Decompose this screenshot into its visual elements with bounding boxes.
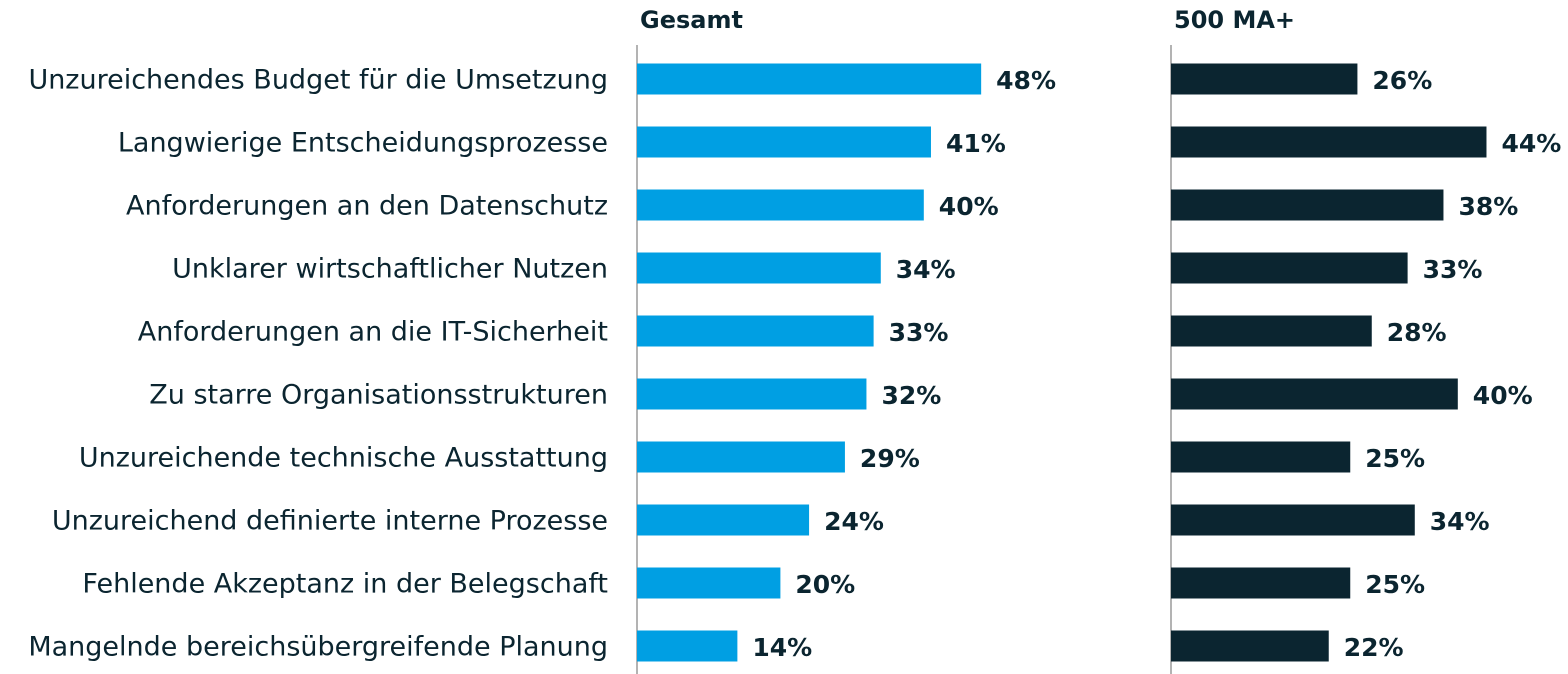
value-label: 29% xyxy=(860,444,920,473)
bar xyxy=(637,315,874,347)
bar xyxy=(637,567,781,599)
category-label: Langwierige Entscheidungsprozesse xyxy=(118,128,608,159)
bar xyxy=(1171,315,1372,347)
bar xyxy=(637,63,982,95)
value-label: 33% xyxy=(889,318,949,347)
category-label: Unklarer wirtschaftlicher Nutzen xyxy=(172,254,608,285)
bar xyxy=(637,252,881,284)
value-label: 48% xyxy=(996,66,1056,95)
bar xyxy=(637,504,810,536)
bar xyxy=(1171,252,1408,284)
value-label: 38% xyxy=(1458,192,1518,221)
value-label: 26% xyxy=(1372,66,1432,95)
bar xyxy=(1171,441,1351,473)
category-label: Mangelnde bereichsübergreifende Planung xyxy=(28,632,608,663)
bar xyxy=(1171,378,1458,410)
category-label: Unzureichendes Budget für die Umsetzung xyxy=(28,65,608,96)
category-label: Anforderungen an die IT-Sicherheit xyxy=(138,317,608,348)
value-label: 40% xyxy=(1473,381,1533,410)
value-label: 25% xyxy=(1365,570,1425,599)
bar xyxy=(1171,63,1358,95)
bar xyxy=(1171,126,1487,158)
bar xyxy=(637,378,867,410)
value-label: 28% xyxy=(1387,318,1447,347)
bar xyxy=(637,630,738,662)
panel-title: Gesamt xyxy=(640,6,743,34)
value-label: 25% xyxy=(1365,444,1425,473)
bar xyxy=(1171,504,1415,536)
bar xyxy=(1171,567,1351,599)
bar xyxy=(1171,630,1329,662)
bar xyxy=(637,189,924,221)
bar xyxy=(637,441,845,473)
category-label: Unzureichend definierte interne Prozesse xyxy=(52,506,608,537)
category-label: Zu starre Organisationsstrukturen xyxy=(149,380,608,411)
value-label: 20% xyxy=(795,570,855,599)
bar xyxy=(1171,189,1444,221)
value-label: 40% xyxy=(939,192,999,221)
category-label: Anforderungen an den Datenschutz xyxy=(126,191,608,222)
value-label: 33% xyxy=(1423,255,1483,284)
value-label: 32% xyxy=(881,381,941,410)
value-label: 34% xyxy=(1430,507,1490,536)
panel-title: 500 MA+ xyxy=(1174,6,1295,34)
category-label: Fehlende Akzeptanz in der Belegschaft xyxy=(82,569,608,600)
value-label: 22% xyxy=(1344,633,1404,662)
value-label: 34% xyxy=(896,255,956,284)
value-label: 14% xyxy=(752,633,812,662)
value-label: 44% xyxy=(1501,129,1561,158)
category-label: Unzureichende technische Ausstattung xyxy=(79,443,608,474)
value-label: 41% xyxy=(946,129,1006,158)
value-label: 24% xyxy=(824,507,884,536)
bar xyxy=(637,126,931,158)
